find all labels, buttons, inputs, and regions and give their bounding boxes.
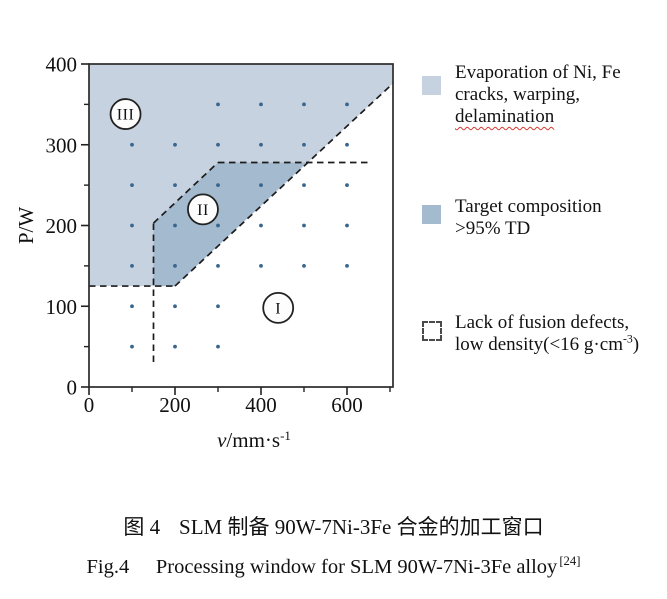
region-iii-badge-label: III [117, 107, 134, 124]
legend-lack-line1: Lack of fusion defects, [455, 312, 630, 333]
caption-english: Fig.4 Processing window for SLM 90W-7Ni-3… [0, 554, 667, 579]
data-point [173, 142, 177, 147]
caption-zh-figure-number: 图 4 [123, 515, 161, 539]
superscript-exponent: -3 [622, 332, 633, 346]
x-tick-label: 400 [245, 393, 277, 417]
data-point [173, 183, 177, 188]
data-point [130, 304, 134, 309]
region-ii-badge [187, 193, 219, 226]
legend-target-line1: Target composition [455, 196, 602, 217]
region-i-badge [262, 291, 295, 324]
caption-chinese: 图 4 SLM 制备 90W-7Ni-3Fe 合金的加工窗口 [0, 511, 667, 541]
data-point [130, 344, 134, 349]
data-point [345, 183, 349, 188]
y-tick-label: 0 [67, 376, 78, 400]
x-tick-label: 600 [331, 393, 363, 417]
data-point [259, 142, 263, 147]
data-point [216, 142, 220, 147]
legend-swatch-region-iii [422, 76, 441, 95]
chart-legend: Evaporation of Ni, Fe cracks, warping, d… [419, 0, 667, 470]
legend-evaporation-line1: Evaporation of Ni, Fe [455, 62, 621, 83]
y-tick-label: 100 [46, 295, 78, 319]
y-tick-label: 300 [46, 133, 78, 157]
region-ii-fill [153, 162, 307, 287]
x-tick-label: 0 [84, 393, 95, 417]
y-axis-title: P/W [14, 207, 38, 245]
data-point [302, 142, 306, 147]
data-point [130, 263, 134, 268]
data-point [259, 223, 263, 228]
dashed-boundary-region2-upper-left-edge [152, 161, 219, 224]
data-point [345, 223, 349, 228]
data-point [216, 304, 220, 309]
data-point [173, 304, 177, 309]
legend-text-evaporation: Evaporation of Ni, Fe cracks, warping, d… [455, 62, 667, 128]
data-point [173, 223, 177, 228]
legend-swatch-region-ii [422, 205, 441, 224]
dashed-boundary-energy-density-diagonal [174, 82, 394, 287]
legend-entry-evaporation: Evaporation of Ni, Fe cracks, warping, d… [419, 62, 667, 128]
data-point [302, 263, 306, 268]
legend-evaporation-line3: delamination [455, 106, 667, 128]
data-point [345, 142, 349, 147]
legend-entry-target-composition: Target composition >95% TD [419, 196, 667, 240]
misspelled-word: delamination [455, 106, 555, 127]
legend-evaporation-line2: cracks, warping, [455, 84, 581, 105]
x-tick-label: 200 [159, 393, 191, 417]
caption-zh-text: SLM 制备 90W-7Ni-3Fe 合金的加工窗口 [179, 515, 544, 539]
y-tick-label: 400 [46, 53, 78, 77]
caption-reference: [24] [559, 554, 581, 569]
legend-target-line2: >95% TD [455, 218, 531, 239]
data-point [259, 102, 263, 107]
legend-swatch-dashed-region [422, 321, 442, 341]
legend-text-target: Target composition >95% TD [455, 196, 667, 240]
legend-lack-line2: low density(<16 g·cm-3) [455, 332, 640, 355]
data-point [173, 344, 177, 349]
data-point [216, 102, 220, 107]
data-point [130, 142, 134, 147]
data-point [259, 263, 263, 268]
data-point [173, 263, 177, 268]
data-point [345, 263, 349, 268]
data-point [130, 183, 134, 188]
data-point [302, 183, 306, 188]
region-i-badge-label: I [275, 300, 281, 317]
data-point [216, 344, 220, 349]
caption-en-figure-number: Fig.4 [86, 556, 130, 578]
legend-text-lack: Lack of fusion defects, low density(<16 … [455, 312, 667, 356]
data-point [216, 183, 220, 188]
data-point [302, 102, 306, 107]
region-iii-badge [109, 98, 142, 130]
data-point [302, 223, 306, 228]
legend-entry-lack-of-fusion: Lack of fusion defects, low density(<16 … [419, 312, 667, 356]
data-point [345, 102, 349, 107]
data-point [130, 223, 134, 228]
data-point [216, 223, 220, 228]
data-point [259, 183, 263, 188]
y-tick-label: 200 [46, 214, 78, 238]
data-point [216, 263, 220, 268]
region-ii-badge-label: II [197, 202, 209, 219]
caption-en-text: Processing window for SLM 90W-7Ni-3Fe al… [155, 556, 558, 578]
x-axis-title: v/mm·s-1 [217, 428, 291, 452]
